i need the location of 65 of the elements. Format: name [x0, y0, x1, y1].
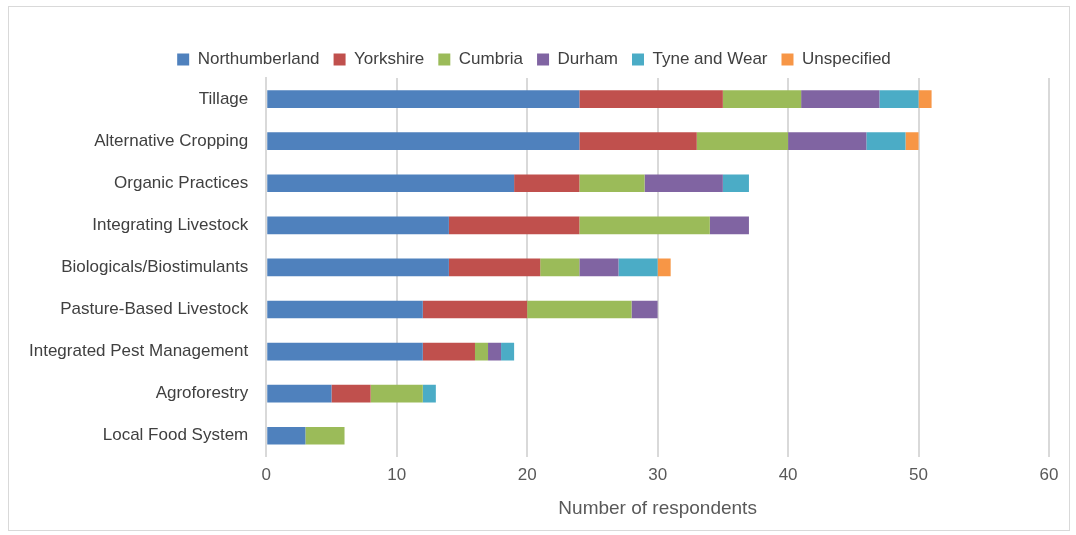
bar [267, 300, 423, 319]
bar [267, 258, 449, 277]
y-tick-label: Biologicals/Biostimulants [61, 257, 249, 277]
bar [267, 216, 449, 235]
y-tick-label: Tillage [198, 88, 249, 108]
bar [540, 258, 580, 277]
bar [879, 90, 919, 108]
bar [905, 132, 919, 150]
legend-label: Unspecified [801, 49, 891, 69]
bar [696, 132, 789, 150]
bar [370, 384, 423, 403]
bar [501, 342, 515, 361]
bar [631, 300, 658, 319]
bar [474, 342, 489, 361]
legend-label: Northumberland [197, 49, 320, 69]
y-tick-label: Integrating Livestock [92, 215, 249, 234]
bar [618, 258, 658, 277]
bar [579, 132, 697, 150]
bar [918, 90, 932, 108]
legend-label: Yorkshire [354, 49, 425, 69]
bar [579, 216, 710, 235]
bar [527, 300, 632, 319]
y-tick-label: Pasture-Based Livestock [60, 299, 249, 319]
bar [331, 384, 371, 403]
bar [488, 342, 502, 361]
bar [422, 300, 528, 319]
x-tick-label: 60 [1039, 464, 1059, 484]
bar [644, 174, 723, 193]
y-tick-label: Alternative Cropping [94, 130, 249, 150]
x-tick-label: 50 [909, 464, 928, 484]
bar [709, 216, 749, 235]
bar [514, 174, 580, 193]
bar [722, 90, 802, 108]
y-tick-label: Integrated Pest Management [29, 341, 249, 361]
bar [448, 216, 580, 235]
bar [579, 90, 723, 108]
x-axis-title: Number of respondents [558, 496, 757, 518]
y-tick-label: Agroforestry [155, 383, 249, 403]
bar [267, 174, 515, 193]
legend-label: Durham [557, 49, 619, 69]
x-tick-label: 20 [517, 464, 537, 484]
x-tick-label: 30 [648, 464, 668, 484]
legend-label: Tyne and Wear [652, 49, 768, 69]
y-tick-label: Organic Practices [114, 172, 249, 192]
bar [722, 174, 749, 193]
bar [657, 258, 671, 277]
x-tick-label: 0 [261, 464, 271, 484]
bar [788, 132, 867, 150]
bar [866, 132, 906, 150]
x-tick-label: 10 [387, 464, 407, 484]
bar [448, 258, 541, 277]
bar [579, 174, 645, 193]
bar [579, 258, 619, 277]
bar [422, 384, 436, 403]
bar [267, 132, 580, 150]
bar [267, 342, 423, 361]
x-tick-label: 40 [778, 464, 798, 484]
bar [267, 90, 580, 108]
bar [422, 342, 475, 361]
bar [267, 426, 306, 445]
bar [801, 90, 880, 108]
legend-label: Cumbria [458, 49, 524, 69]
y-tick-label: Local Food System [102, 425, 249, 445]
bar [305, 426, 345, 445]
bar [267, 384, 332, 403]
